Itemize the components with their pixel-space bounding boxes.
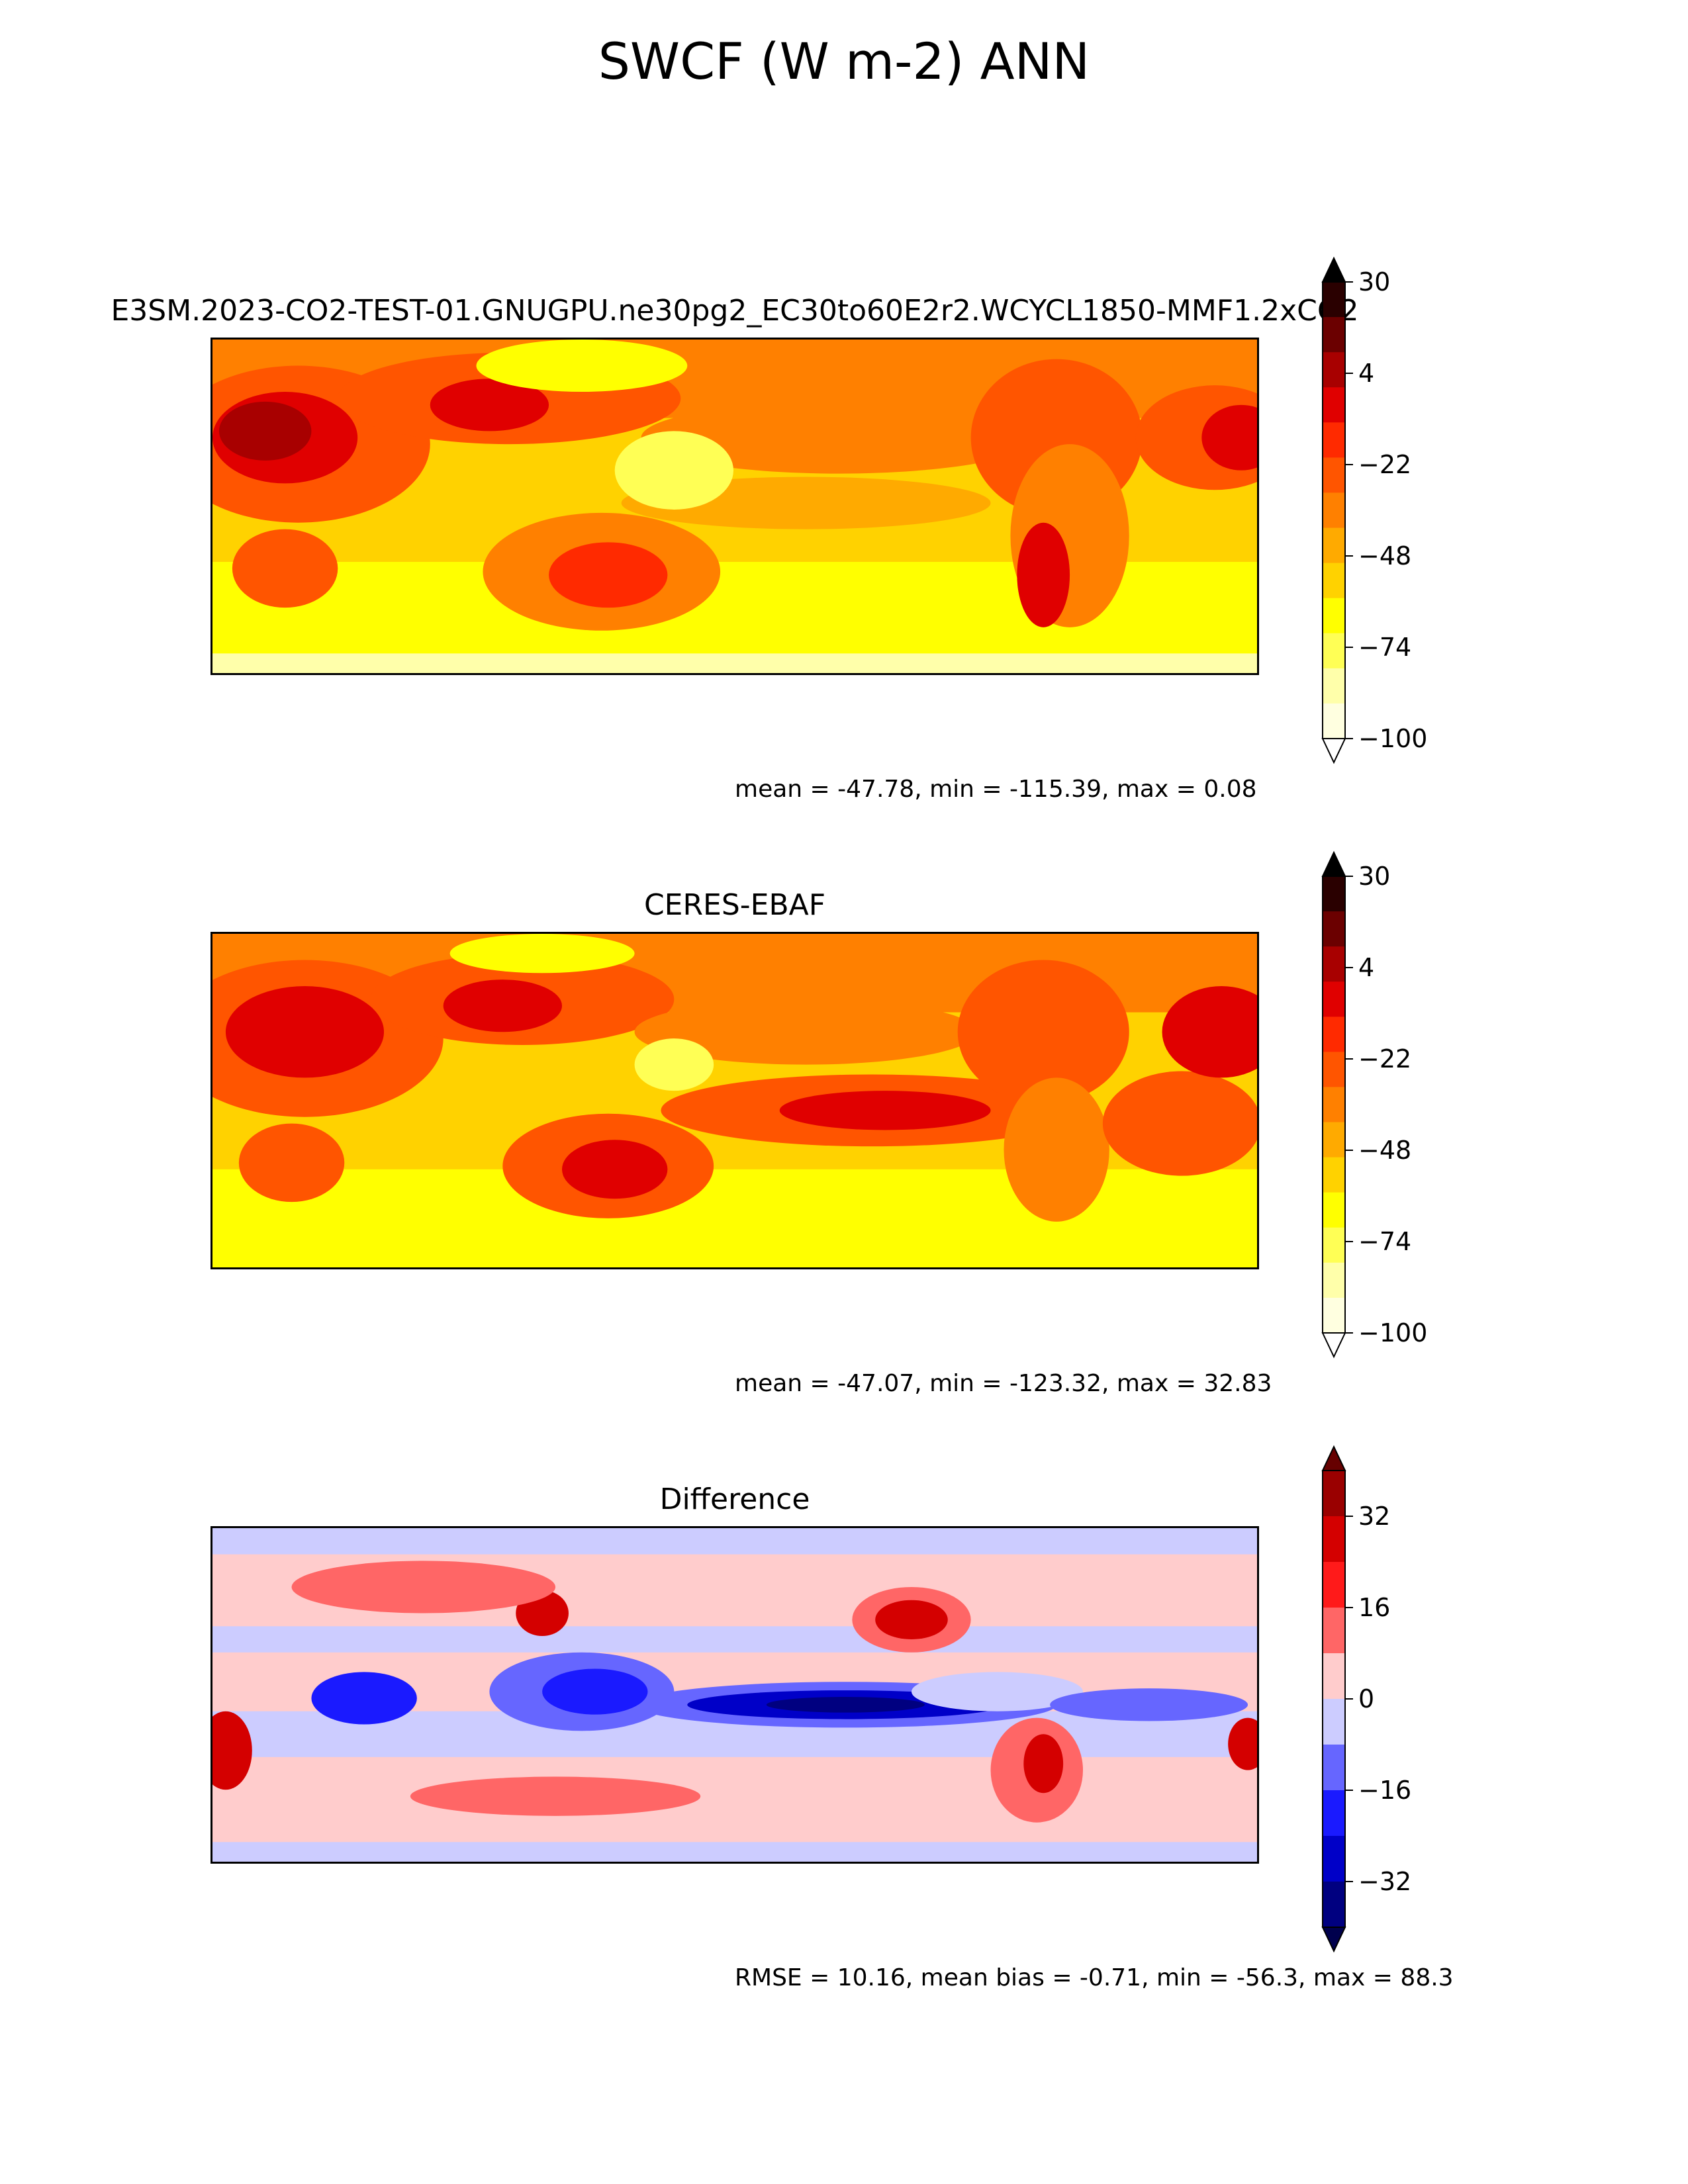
- colorbar-extend-bottom: [1321, 1332, 1346, 1359]
- map-test-swcf: [211, 338, 1259, 675]
- colorbar-tick-label: −48: [1358, 1136, 1411, 1165]
- colorbar-segment: [1323, 1790, 1345, 1837]
- colorbar-tick-label: 16: [1358, 1593, 1390, 1622]
- colorbar-segment: [1323, 1192, 1345, 1228]
- colorbar-segment: [1323, 352, 1345, 388]
- figure-title: SWCF (W m-2) ANN: [598, 32, 1090, 91]
- colorbar-diff: 32 16 0 −16 −32: [1317, 1445, 1516, 1953]
- colorbar-segment: [1323, 1087, 1345, 1123]
- colorbar-tick-label: −100: [1358, 724, 1427, 753]
- panel-title-diff: Difference: [659, 1482, 810, 1516]
- colorbar-extend-bottom: [1321, 738, 1346, 764]
- colorbar-segment: [1323, 422, 1345, 458]
- colorbar-tick-label: −22: [1358, 450, 1411, 479]
- colorbar-segment: [1323, 492, 1345, 529]
- colorbar-segment: [1323, 1297, 1345, 1334]
- colorbar-tick-label: −32: [1358, 1867, 1411, 1896]
- map-difference-swcf: [211, 1526, 1259, 1864]
- colorbar-segment: [1323, 1516, 1345, 1563]
- colorbar-segment: [1323, 703, 1345, 739]
- colorbar-segment: [1323, 282, 1345, 318]
- colorbar-tick-label: 4: [1358, 953, 1374, 982]
- colorbar-segment: [1323, 1882, 1345, 1928]
- colorbar-tick-label: 4: [1358, 359, 1374, 388]
- colorbar-tick-label: −74: [1358, 633, 1411, 662]
- colorbar-tick-label: −100: [1358, 1318, 1427, 1347]
- colorbar-segment: [1323, 527, 1345, 564]
- colorbar-segment: [1323, 981, 1345, 1017]
- colorbar-segment: [1323, 1699, 1345, 1745]
- colorbar-extend-bottom: [1321, 1927, 1346, 1953]
- colorbar-tick-label: 30: [1358, 862, 1390, 891]
- colorbar-segment: [1323, 1122, 1345, 1158]
- colorbar-segment: [1323, 1608, 1345, 1654]
- colorbar-extend-top: [1321, 1445, 1346, 1471]
- colorbar-tick-label: −16: [1358, 1776, 1411, 1805]
- colorbar-segment: [1323, 1157, 1345, 1193]
- colorbar-segment: [1323, 1562, 1345, 1608]
- colorbar-segment: [1323, 598, 1345, 634]
- colorbar-extend-top: [1321, 850, 1346, 877]
- colorbar-segment: [1323, 1471, 1345, 1517]
- colorbar-segment: [1323, 633, 1345, 669]
- colorbar-segment: [1323, 1052, 1345, 1087]
- colorbar-segment: [1323, 1745, 1345, 1791]
- colorbar-segment: [1323, 563, 1345, 599]
- colorbar-diff-scale: 32 16 0 −16 −32: [1321, 1445, 1411, 1953]
- colorbar-tick-label: −22: [1358, 1044, 1411, 1073]
- colorbar-obs: 30 4 −22 −48 −74 −100: [1317, 850, 1516, 1359]
- colorbar-test: 30 4 −22 −48 −74 −100: [1317, 256, 1516, 764]
- panel-title-obs: CERES-EBAF: [643, 888, 826, 922]
- map-ceres-swcf: [211, 932, 1259, 1269]
- stats-test: mean = -47.78, min = -115.39, max = 0.08: [735, 776, 1257, 803]
- colorbar-obs-scale: 30 4 −22 −48 −74 −100: [1321, 850, 1427, 1359]
- colorbar-tick-label: 30: [1358, 267, 1390, 296]
- colorbar-segment: [1323, 1836, 1345, 1882]
- colorbar-segment: [1323, 876, 1345, 912]
- colorbar-tick-label: 32: [1358, 1502, 1390, 1531]
- colorbar-extend-top: [1321, 256, 1346, 283]
- colorbar-segment: [1323, 946, 1345, 982]
- colorbar-segment: [1323, 911, 1345, 947]
- colorbar-test-scale: 30 4 −22 −48 −74 −100: [1321, 256, 1427, 764]
- stats-obs: mean = -47.07, min = -123.32, max = 32.8…: [735, 1370, 1272, 1397]
- colorbar-tick-label: −74: [1358, 1227, 1411, 1256]
- colorbar-segment: [1323, 457, 1345, 493]
- colorbar-segment: [1323, 1017, 1345, 1052]
- colorbar-tick-label: −48: [1358, 541, 1411, 570]
- colorbar-segment: [1323, 1262, 1345, 1298]
- panel-title-test: E3SM.2023-CO2-TEST-01.GNUGPU.ne30pg2_EC3…: [111, 294, 1359, 328]
- colorbar-tick-label: 0: [1358, 1684, 1374, 1713]
- stats-diff: RMSE = 10.16, mean bias = -0.71, min = -…: [735, 1964, 1454, 1991]
- colorbar-segment: [1323, 1227, 1345, 1263]
- colorbar-segment: [1323, 317, 1345, 353]
- colorbar-segment: [1323, 668, 1345, 704]
- colorbar-segment: [1323, 1653, 1345, 1700]
- colorbar-segment: [1323, 387, 1345, 423]
